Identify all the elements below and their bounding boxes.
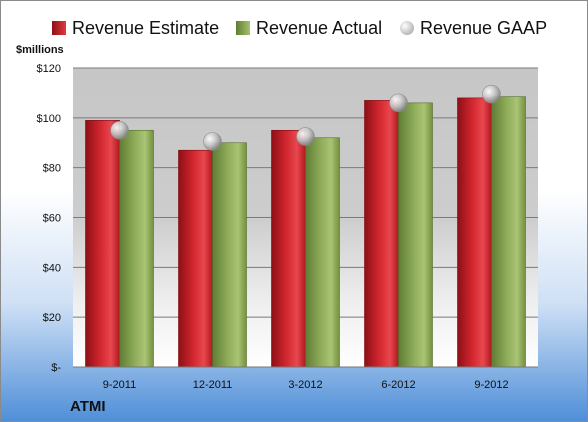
legend-label-revenue-gaap: Revenue GAAP: [420, 17, 548, 38]
y-tick-label: $20: [43, 312, 61, 324]
bar-revenue-estimate: [178, 149, 213, 368]
x-tick-label: 9-2011: [103, 379, 136, 391]
x-tick-label: 3-2012: [288, 379, 322, 391]
bar-revenue-actual: [305, 137, 340, 368]
y-tick-label: $40: [43, 262, 61, 274]
bar-revenue-estimate: [85, 120, 120, 368]
legend-swatch-red: [52, 21, 66, 35]
marker-revenue-gaap: [296, 127, 315, 146]
marker-revenue-gaap: [203, 132, 222, 151]
marker-revenue-gaap: [389, 93, 408, 113]
bar-revenue-actual: [491, 96, 526, 368]
legend-label-revenue-estimate: Revenue Estimate: [72, 17, 220, 38]
bar-revenue-actual: [398, 102, 433, 368]
legend-label-revenue-actual: Revenue Actual: [256, 17, 383, 38]
y-tick-label: $-: [51, 362, 61, 374]
legend-item-revenue-actual: Revenue Actual: [236, 14, 382, 42]
y-tick-label: $120: [37, 63, 61, 75]
marker-revenue-gaap: [110, 120, 129, 140]
x-tick-label: 6-2012: [381, 379, 415, 391]
bar-revenue-actual: [119, 129, 154, 368]
bar-revenue-estimate: [271, 129, 306, 368]
legend-swatch-gaap-marker: [400, 21, 414, 35]
x-tick-label: 9-2012: [474, 379, 508, 391]
bar-revenue-estimate: [457, 97, 492, 368]
y-tick-label: $80: [43, 163, 61, 175]
y-axis-unit-label: $millions: [16, 44, 64, 56]
legend-item-revenue-gaap: Revenue GAAP: [400, 14, 547, 42]
legend: Revenue Estimate Revenue Actual Revenue …: [0, 14, 588, 42]
marker-revenue-gaap: [482, 84, 501, 104]
y-tick-label: $100: [37, 113, 61, 125]
legend-item-revenue-estimate: Revenue Estimate: [52, 14, 219, 42]
bar-revenue-estimate: [364, 100, 399, 368]
company-label: ATMI: [70, 398, 106, 415]
bar-revenue-actual: [212, 142, 247, 368]
x-tick-label: 12-2011: [193, 379, 233, 391]
y-tick-label: $60: [43, 213, 61, 225]
legend-swatch-green: [236, 21, 250, 35]
